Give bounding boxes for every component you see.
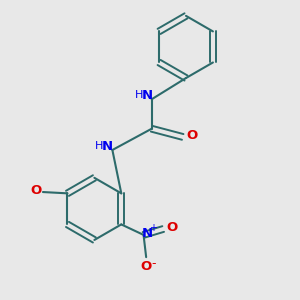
Text: O: O xyxy=(166,221,177,234)
Text: N: N xyxy=(141,227,152,240)
Text: H: H xyxy=(95,141,103,151)
Text: +: + xyxy=(149,224,157,233)
Text: N: N xyxy=(142,89,153,102)
Text: O: O xyxy=(186,129,197,142)
Text: N: N xyxy=(102,140,113,153)
Text: O: O xyxy=(30,184,41,196)
Text: H: H xyxy=(135,90,143,100)
Text: -: - xyxy=(151,256,156,269)
Text: O: O xyxy=(140,260,152,273)
